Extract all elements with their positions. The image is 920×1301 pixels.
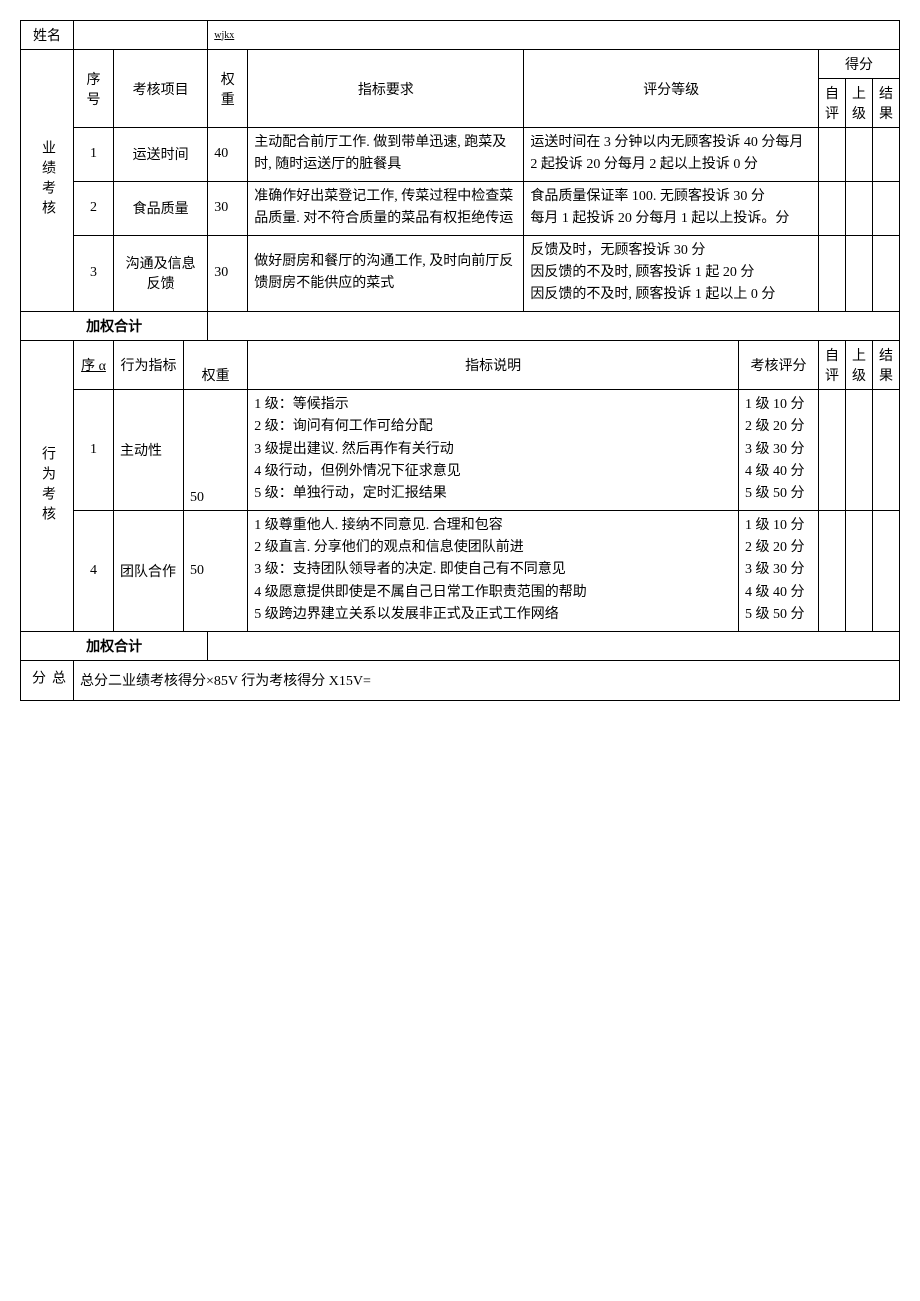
perf-sup [845, 235, 872, 311]
behav-weight: 50 [184, 510, 248, 631]
perf-item: 运送时间 [114, 128, 208, 182]
behav-score: 1 级 10 分 2 级 20 分 3 级 30 分 4 级 40 分 5 级 … [738, 389, 818, 510]
behav-col-self: 自评 [818, 340, 845, 389]
perf-col-sup: 上级 [845, 79, 872, 128]
total-formula: 总分二业绩考核得分×85V 行为考核得分 X15V= [74, 660, 900, 700]
behav-self [818, 510, 845, 631]
perf-subtotal-value [208, 311, 900, 340]
behav-result [872, 510, 899, 631]
behav-seq: 1 [74, 389, 114, 510]
perf-col-seq: 序号 [74, 50, 114, 128]
perf-weight: 30 [208, 235, 248, 311]
behav-result [872, 389, 899, 510]
perf-self [818, 128, 845, 182]
perf-col-result: 结果 [872, 79, 899, 128]
behav-score: 1 级 10 分 2 级 20 分 3 级 30 分 4 级 40 分 5 级 … [738, 510, 818, 631]
perf-weight: 40 [208, 128, 248, 182]
table-row: 1 主动性 50 1 级：等候指示 2 级：询问有何工作可给分配 3 级提出建议… [21, 389, 900, 510]
perf-grade: 反馈及时，无顾客投诉 30 分 因反馈的不及时, 顾客投诉 1 起 20 分 因… [524, 235, 819, 311]
behav-desc: 1 级：等候指示 2 级：询问有何工作可给分配 3 级提出建议. 然后再作有关行… [248, 389, 739, 510]
perf-grade: 运送时间在 3 分钟以内无顾客投诉 40 分每月 2 起投诉 20 分每月 2 … [524, 128, 819, 182]
perf-grade: 食品质量保证率 100. 无顾客投诉 30 分 每月 1 起投诉 20 分每月 … [524, 181, 819, 235]
behav-col-score: 考核评分 [738, 340, 818, 389]
perf-req: 主动配合前厅工作. 做到带单迅速, 跑菜及时, 随时运送厅的脏餐具 [248, 128, 524, 182]
behav-col-weight: 权重 [184, 340, 248, 389]
table-row: 2 食品质量 30 准确作好出菜登记工作, 传菜过程中检查菜品质量. 对不符合质… [21, 181, 900, 235]
perf-req: 准确作好出菜登记工作, 传菜过程中检查菜品质量. 对不符合质量的菜品有权拒绝传运 [248, 181, 524, 235]
perf-col-req: 指标要求 [248, 50, 524, 128]
perf-section-label: 业绩考核 [21, 50, 74, 312]
perf-sup [845, 181, 872, 235]
behav-col-item: 行为指标 [114, 340, 184, 389]
behav-item: 主动性 [114, 389, 184, 510]
perf-col-self: 自评 [818, 79, 845, 128]
behav-seq: 4 [74, 510, 114, 631]
behav-self [818, 389, 845, 510]
behav-col-seq: 序 α [74, 340, 114, 389]
behav-item: 团队合作 [114, 510, 184, 631]
perf-result [872, 128, 899, 182]
behav-col-desc: 指标说明 [248, 340, 739, 389]
total-label: 总分 [21, 660, 74, 700]
perf-req: 做好厨房和餐厅的沟通工作, 及时向前厅反馈厨房不能供应的菜式 [248, 235, 524, 311]
behav-sup [845, 389, 872, 510]
perf-seq: 2 [74, 181, 114, 235]
perf-result [872, 181, 899, 235]
perf-weight: 30 [208, 181, 248, 235]
table-row: 3 沟通及信息反馈 30 做好厨房和餐厅的沟通工作, 及时向前厅反馈厨房不能供应… [21, 235, 900, 311]
perf-col-grade: 评分等级 [524, 50, 819, 128]
behav-section-label: 行为考核 [21, 340, 74, 631]
perf-item: 食品质量 [114, 181, 208, 235]
table-row: 4 团队合作 50 1 级尊重他人. 接纳不同意见. 合理和包容 2 级直言. … [21, 510, 900, 631]
perf-col-score: 得分 [818, 50, 899, 79]
table-row: 1 运送时间 40 主动配合前厅工作. 做到带单迅速, 跑菜及时, 随时运送厅的… [21, 128, 900, 182]
behav-desc: 1 级尊重他人. 接纳不同意见. 合理和包容 2 级直言. 分享他们的观点和信息… [248, 510, 739, 631]
behav-weight: 50 [184, 389, 248, 510]
behav-subtotal-value [208, 631, 900, 660]
perf-col-item: 考核项目 [114, 50, 208, 128]
perf-seq: 3 [74, 235, 114, 311]
perf-result [872, 235, 899, 311]
perf-sup [845, 128, 872, 182]
behav-col-sup: 上级 [845, 340, 872, 389]
perf-seq: 1 [74, 128, 114, 182]
perf-col-weight: 权重 [208, 50, 248, 128]
behav-col-result: 结果 [872, 340, 899, 389]
behav-sup [845, 510, 872, 631]
name-value [74, 21, 208, 50]
perf-subtotal-label: 加权合计 [21, 311, 208, 340]
header-small: wjkx [208, 21, 900, 50]
behav-subtotal-label: 加权合计 [21, 631, 208, 660]
perf-self [818, 181, 845, 235]
assessment-table: 姓名 wjkx 业绩考核 序号 考核项目 权重 指标要求 评分等级 得分 自评 … [20, 20, 900, 701]
perf-self [818, 235, 845, 311]
perf-item: 沟通及信息反馈 [114, 235, 208, 311]
name-label: 姓名 [21, 21, 74, 50]
